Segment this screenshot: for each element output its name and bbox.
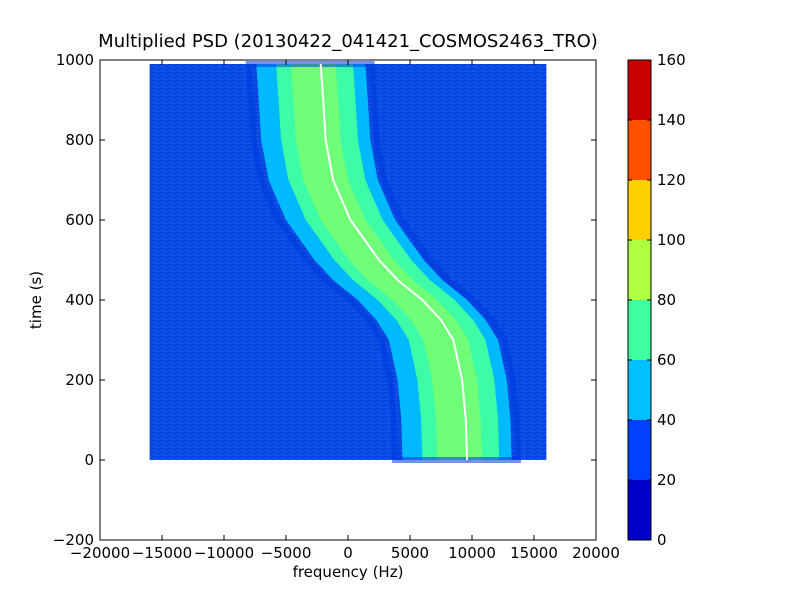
colorbar-segment <box>628 360 651 420</box>
chart-title: Multiplied PSD (20130422_041421_COSMOS24… <box>98 31 598 52</box>
colorbar-segment <box>628 120 651 180</box>
x-tick-label: 10000 <box>448 544 496 562</box>
colorbar-label: 140 <box>657 111 686 129</box>
x-axis: −20000 −15000 −10000 −5000 0 5000 10000 15000 20… <box>70 60 620 562</box>
doppler-curve-line <box>319 63 468 461</box>
x-tick-label: −20000 <box>70 544 130 562</box>
x-tick-label: 0 <box>343 544 353 562</box>
x-tick-label: −15000 <box>132 544 192 562</box>
colorbar-segment <box>628 300 651 360</box>
y-tick-label: 200 <box>65 371 94 389</box>
y-tick-label: 600 <box>65 211 94 229</box>
colorbar-label: 120 <box>657 171 686 189</box>
colorbar-segment <box>628 180 651 240</box>
x-tick-label: −10000 <box>194 544 254 562</box>
colorbar-label: 80 <box>657 291 676 309</box>
colorbar-label: 20 <box>657 471 676 489</box>
colorbar: 0 20 40 60 80 100 120 140 160 <box>627 51 686 549</box>
colorbar-label: 160 <box>657 51 686 69</box>
y-tick-label: 800 <box>65 131 94 149</box>
colorbar-segment <box>628 60 651 120</box>
x-axis-label: frequency (Hz) <box>293 563 404 581</box>
colorbar-label: 60 <box>657 351 676 369</box>
signal-band-edge <box>245 61 521 463</box>
x-tick-label: −5000 <box>261 544 312 562</box>
signal-band-middle <box>276 64 500 460</box>
colorbar-label: 40 <box>657 411 676 429</box>
colorbar-segment <box>628 480 651 540</box>
plot-area <box>149 61 547 463</box>
colorbar-segment <box>628 420 651 480</box>
colorbar-segment <box>628 240 651 300</box>
colorbar-label: 0 <box>657 531 667 549</box>
x-tick-label: 15000 <box>510 544 558 562</box>
y-axis-label: time (s) <box>27 271 45 329</box>
y-tick-label: −200 <box>53 531 94 549</box>
y-tick-label: 0 <box>84 451 94 469</box>
y-tick-label: 1000 <box>56 51 94 69</box>
colorbar-label: 100 <box>657 231 686 249</box>
y-tick-label: 400 <box>65 291 94 309</box>
x-tick-label: 20000 <box>572 544 620 562</box>
x-tick-label: 5000 <box>391 544 429 562</box>
signal-band-inner <box>291 64 482 460</box>
y-axis: −200 0 200 400 600 800 1000 <box>53 51 596 549</box>
